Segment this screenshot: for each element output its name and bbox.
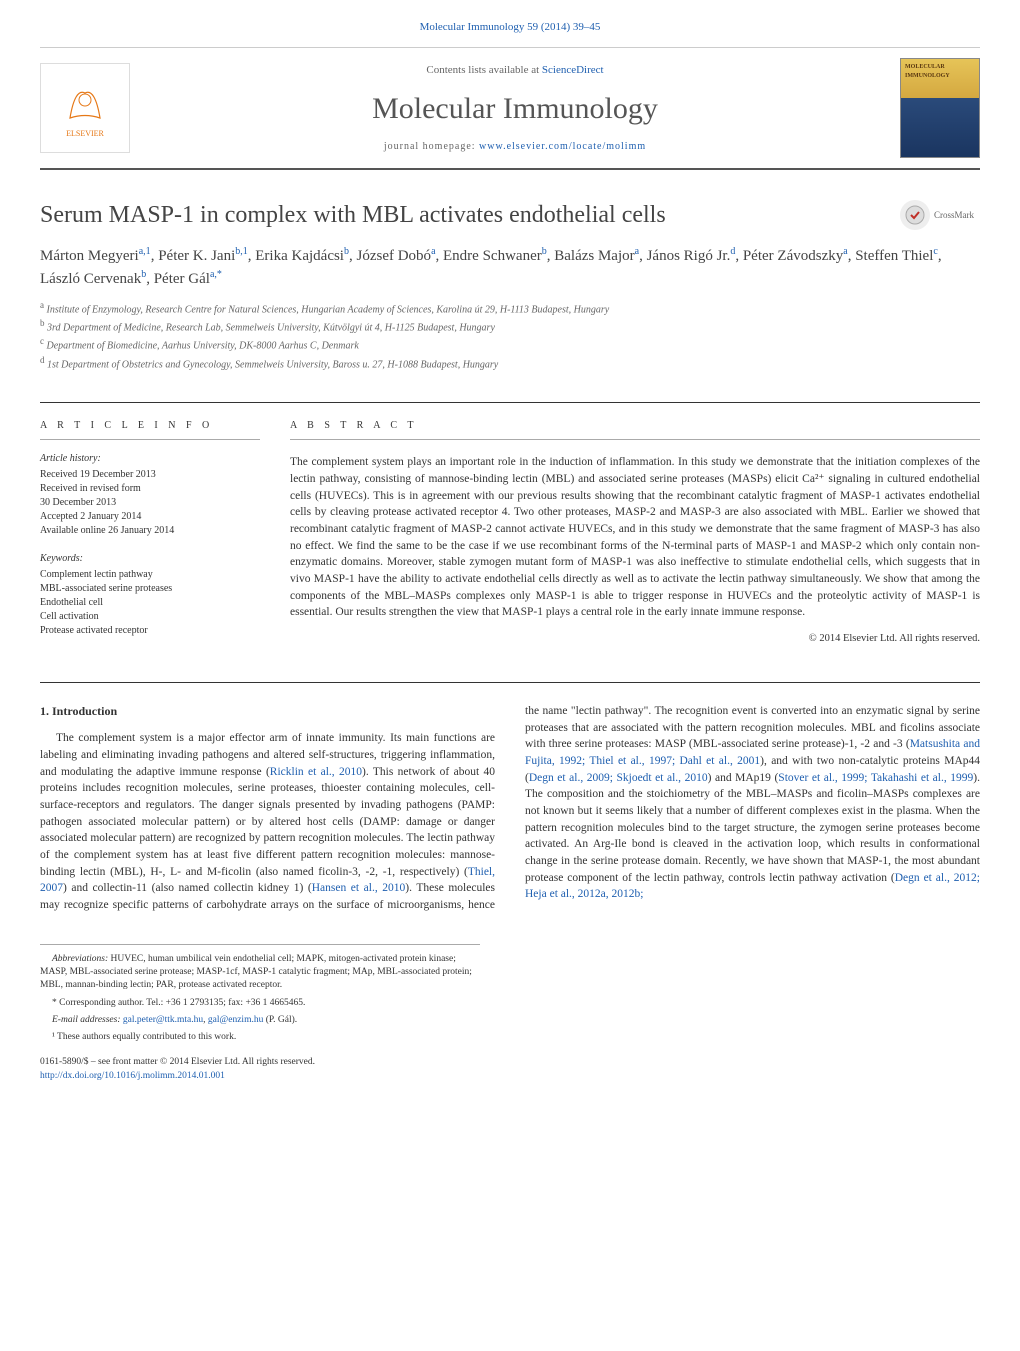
journal-cover[interactable]: MOLECULAR IMMUNOLOGY [900, 58, 980, 158]
info-label: A R T I C L E I N F O [40, 419, 260, 440]
body-text: 1. Introduction The complement system is… [40, 703, 980, 914]
email-line: E-mail addresses: gal.peter@ttk.mta.hu, … [40, 1014, 480, 1027]
t: ) and collectin-11 (also named collectin… [63, 882, 312, 894]
keywords-label: Keywords: [40, 552, 260, 566]
cover-title: MOLECULAR IMMUNOLOGY [905, 63, 975, 80]
crossmark-badge[interactable]: CrossMark [900, 200, 980, 230]
affiliation: d 1st Department of Obstetrics and Gynec… [40, 354, 980, 372]
abstract-text: The complement system plays an important… [290, 454, 980, 621]
article-info: A R T I C L E I N F O Article history: R… [40, 419, 260, 652]
cite-degn09[interactable]: Degn et al., 2009; Skjoedt et al., 2010 [529, 772, 708, 784]
keyword: Protease activated receptor [40, 624, 260, 638]
history-line: 30 December 2013 [40, 496, 260, 510]
intro-heading: 1. Introduction [40, 703, 495, 720]
abstract-label: A B S T R A C T [290, 419, 980, 441]
email-suffix: (P. Gál). [263, 1015, 297, 1025]
affiliation: a Institute of Enzymology, Research Cent… [40, 299, 980, 317]
keyword: Endothelial cell [40, 596, 260, 610]
email-1[interactable]: gal.peter@ttk.mta.hu [123, 1015, 203, 1025]
t: ). The composition and the stoichiometry… [525, 772, 980, 884]
doi-link[interactable]: http://dx.doi.org/10.1016/j.molimm.2014.… [40, 1070, 980, 1083]
history-line: Received 19 December 2013 [40, 468, 260, 482]
history-line: Accepted 2 January 2014 [40, 510, 260, 524]
cite-hansen[interactable]: Hansen et al., 2010 [312, 882, 406, 894]
email-2[interactable]: gal@enzim.hu [208, 1015, 263, 1025]
history-line: Available online 26 January 2014 [40, 524, 260, 538]
divider [40, 682, 980, 683]
elsevier-text: ELSEVIER [66, 128, 104, 139]
keyword: Complement lectin pathway [40, 568, 260, 582]
article-title: Serum MASP-1 in complex with MBL activat… [40, 200, 880, 231]
t: ). This network of about 40 proteins inc… [40, 766, 495, 861]
para-1: The complement system is a major effecto… [40, 703, 980, 914]
masthead: ELSEVIER Contents lists available at Sci… [40, 47, 980, 170]
authors: Márton Megyeria,1, Péter K. Janib,1, Eri… [40, 244, 980, 291]
homepage-line: journal homepage: www.elsevier.com/locat… [130, 140, 900, 154]
abstract: A B S T R A C T The complement system pl… [290, 419, 980, 652]
history-label: Article history: [40, 452, 260, 466]
history-line: Received in revised form [40, 482, 260, 496]
masthead-center: Contents lists available at ScienceDirec… [130, 63, 900, 154]
crossmark-label: CrossMark [934, 209, 974, 222]
contents-prefix: Contents lists available at [426, 64, 541, 76]
header-citation[interactable]: Molecular Immunology 59 (2014) 39–45 [40, 20, 980, 35]
bottom-line: 0161-5890/$ – see front matter © 2014 El… [40, 1056, 980, 1083]
corresponding: * Corresponding author. Tel.: +36 1 2793… [40, 997, 480, 1010]
issn-line: 0161-5890/$ – see front matter © 2014 El… [40, 1056, 980, 1069]
cite-ricklin[interactable]: Ricklin et al., 2010 [270, 766, 362, 778]
sciencedirect-link[interactable]: ScienceDirect [542, 64, 604, 76]
cite-stover[interactable]: Stover et al., 1999; Takahashi et al., 1… [778, 772, 973, 784]
elsevier-logo[interactable]: ELSEVIER [40, 63, 130, 153]
crossmark-icon [900, 200, 930, 230]
email-label: E-mail addresses: [52, 1015, 123, 1025]
t: ) and MAp19 ( [708, 772, 779, 784]
affiliations: a Institute of Enzymology, Research Cent… [40, 299, 980, 372]
keyword: Cell activation [40, 610, 260, 624]
footnotes: Abbreviations: HUVEC, human umbilical ve… [40, 944, 480, 1045]
copyright: © 2014 Elsevier Ltd. All rights reserved… [290, 631, 980, 646]
article-header: Serum MASP-1 in complex with MBL activat… [40, 200, 980, 372]
journal-name: Molecular Immunology [130, 88, 900, 130]
abbrev-label: Abbreviations: [52, 954, 108, 964]
keyword: MBL-associated serine proteases [40, 582, 260, 596]
affiliation: b 3rd Department of Medicine, Research L… [40, 317, 980, 335]
abbreviations: Abbreviations: HUVEC, human umbilical ve… [40, 953, 480, 993]
contents-line: Contents lists available at ScienceDirec… [130, 63, 900, 78]
homepage-url[interactable]: www.elsevier.com/locate/molimm [479, 141, 646, 152]
equal-contrib: ¹ These authors equally contributed to t… [40, 1031, 480, 1044]
affiliation: c Department of Biomedicine, Aarhus Univ… [40, 335, 980, 353]
homepage-prefix: journal homepage: [384, 141, 479, 152]
